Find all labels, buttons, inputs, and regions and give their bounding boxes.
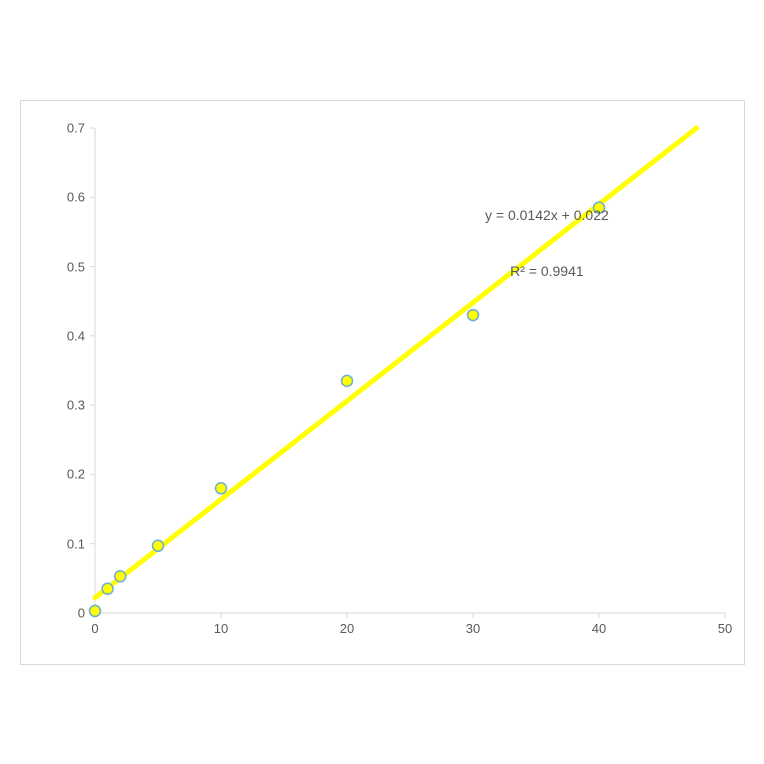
data-point xyxy=(115,571,126,582)
y-tick-label: 0.6 xyxy=(67,190,85,205)
y-tick-label: 0 xyxy=(78,606,85,621)
y-tick-label: 0.2 xyxy=(67,467,85,482)
y-tick-label: 0.5 xyxy=(67,259,85,274)
trendline-equation: y = 0.0142x + 0.022 R² = 0.9941 xyxy=(485,168,609,300)
x-tick-label: 50 xyxy=(718,621,732,636)
chart-plot xyxy=(0,0,764,764)
data-point xyxy=(216,483,227,494)
equation-line: y = 0.0142x + 0.022 xyxy=(485,206,609,225)
x-tick-label: 10 xyxy=(214,621,228,636)
x-tick-label: 20 xyxy=(340,621,354,636)
y-tick-label: 0.4 xyxy=(67,328,85,343)
data-point xyxy=(342,375,353,386)
data-point xyxy=(468,310,479,321)
page: { "chart": { "type": "scatter", "frame":… xyxy=(0,0,764,764)
data-point xyxy=(153,540,164,551)
x-tick-label: 40 xyxy=(592,621,606,636)
r-squared-line: R² = 0.9941 xyxy=(485,262,609,281)
data-point xyxy=(90,605,101,616)
x-tick-label: 0 xyxy=(91,621,98,636)
y-tick-label: 0.3 xyxy=(67,398,85,413)
x-tick-label: 30 xyxy=(466,621,480,636)
y-tick-label: 0.1 xyxy=(67,536,85,551)
data-point xyxy=(102,583,113,594)
y-tick-label: 0.7 xyxy=(67,121,85,136)
